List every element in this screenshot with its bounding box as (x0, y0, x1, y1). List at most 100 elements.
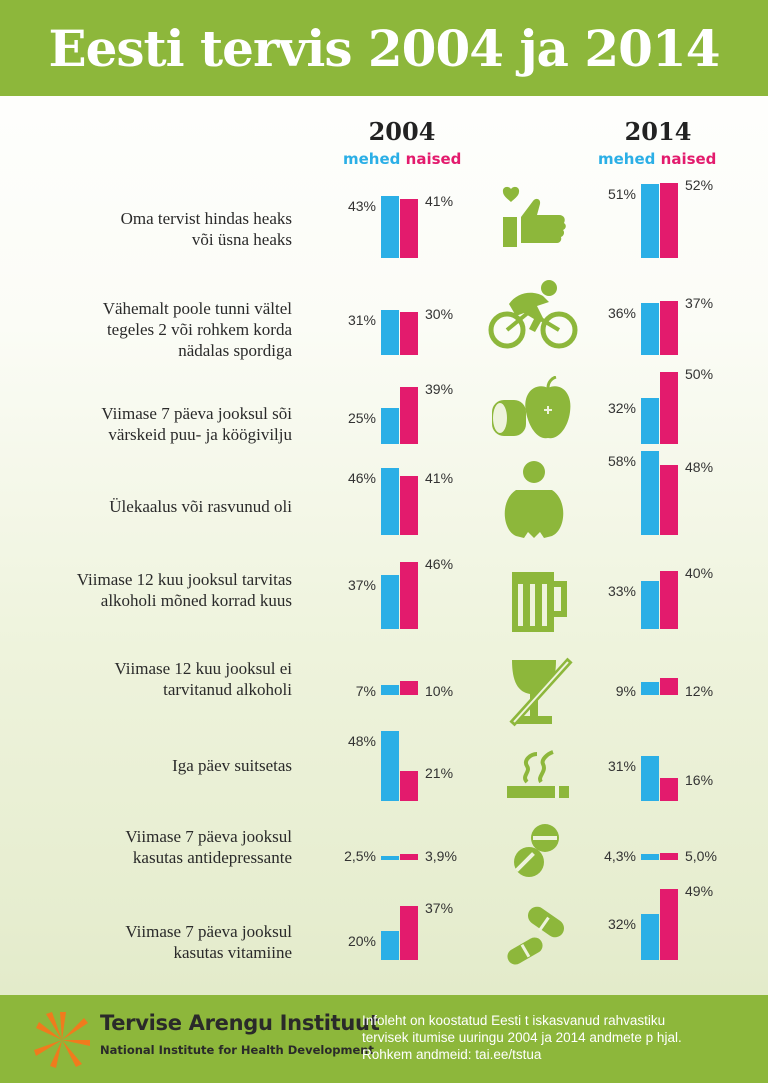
bar-naised-2004 (400, 854, 418, 860)
bar-mehed-2014 (641, 853, 659, 860)
value-label-mehed: 48% (347, 733, 376, 750)
value-label-mehed: 2,5% (344, 848, 376, 864)
bar-naised-2014 (660, 571, 678, 629)
row-label-line: tarvitanud alkoholi (163, 680, 292, 699)
cyclist-icon (488, 280, 578, 349)
bar-mehed-2014 (641, 397, 659, 444)
bar-naised-2004 (400, 198, 418, 258)
legend-mehed: mehed (343, 150, 401, 168)
row-label-line: Ülekaalus või rasvunud oli (109, 496, 292, 516)
sun-rays-logo-icon (34, 1012, 90, 1068)
org-name: Tervise Arengu Instituut (100, 1011, 380, 1035)
bar-naised-2004 (400, 387, 418, 444)
legend-2014: mehed naised (598, 150, 716, 168)
year-header-2004: 2004 (368, 117, 436, 146)
row-label: Viimase 7 päeva jooksul kasutas antidepre… (20, 826, 292, 868)
value-label-naised: 39% (425, 381, 454, 398)
row-label-line: kasutas vitamiine (173, 943, 292, 962)
value-label-mehed: 31% (347, 312, 376, 329)
value-label-mehed: 25% (347, 409, 376, 426)
bar-mehed-2014 (641, 581, 659, 629)
row-label: Vähemalt poole tunni vältel tegeles 2 või… (20, 298, 292, 361)
bar-naised-2004 (400, 680, 418, 695)
bar-mehed-2004 (381, 931, 399, 960)
bar-mehed-2004 (381, 575, 399, 629)
bar-naised-2004 (400, 906, 418, 960)
pills-icon (514, 824, 559, 877)
value-label-mehed: 43% (347, 197, 376, 214)
bar-mehed-2014 (641, 681, 659, 695)
row-label: Viimase 7 päeva jooksul kasutas vitamiine (20, 921, 292, 963)
value-label-mehed: 32% (607, 399, 636, 416)
value-label-mehed: 32% (607, 915, 636, 932)
bar-naised-2004 (400, 475, 418, 535)
legend-naised: naised (660, 150, 717, 168)
value-label-naised: 10% (425, 683, 454, 699)
value-label-mehed: 58% (607, 452, 636, 469)
bar-naised-2014 (660, 677, 678, 695)
bar-mehed-2014 (641, 450, 659, 535)
header-bar (0, 0, 768, 96)
row-label-line: Viimase 7 päeva jooksul sõi (101, 404, 292, 423)
bar-naised-2014 (660, 888, 678, 960)
value-label-mehed: 9% (615, 683, 636, 699)
bar-mehed-2004 (381, 468, 399, 535)
value-label-naised: 12% (685, 683, 714, 699)
legend-mehed: mehed (598, 150, 656, 168)
row-label-line: nädalas spordiga (178, 340, 292, 360)
value-label-mehed: 37% (347, 577, 376, 594)
row-label: Ülekaalus või rasvunud oli (20, 496, 292, 517)
row-label-line: Oma tervist hindas heaks (120, 209, 292, 228)
value-label-mehed: 7% (355, 683, 376, 699)
bar-mehed-2004 (381, 407, 399, 444)
value-label-naised: 52% (685, 176, 714, 193)
bar-mehed-2004 (381, 684, 399, 695)
bar-mehed-2014 (641, 184, 659, 258)
bar-mehed-2004 (381, 195, 399, 258)
bar-naised-2014 (660, 182, 678, 258)
bar-naised-2014 (660, 852, 678, 860)
row-label: Oma tervist hindas heaks või üsna heaks (20, 208, 292, 250)
row-label-line: kasutas antidepressante (132, 848, 292, 867)
bar-naised-2004 (400, 770, 418, 801)
value-label-naised: 48% (685, 459, 714, 476)
footnote-line: Rohkem andmeid: tai.ee/tstua (362, 1047, 542, 1062)
row-label-line: Viimase 7 päeva jooksul (125, 827, 292, 846)
bar-mehed-2004 (381, 856, 399, 860)
capsules-icon (507, 906, 565, 965)
bar-mehed-2004 (381, 310, 399, 355)
page-title: Eesti tervis 2004 ja 2014 (48, 18, 720, 78)
value-label-naised: 37% (685, 295, 714, 312)
apple-vegetable-icon (492, 376, 571, 439)
cigarette-icon (507, 750, 569, 798)
footnote-line: tervisek itumise uuringu 2004 ja 2014 an… (362, 1030, 682, 1045)
footnote: Infoleht on koostatud Eesti t iskasvanud… (362, 1012, 762, 1063)
thumbs-up-heart-icon (502, 186, 566, 247)
value-label-naised: 41% (425, 469, 454, 486)
beer-mug-icon (512, 572, 567, 632)
row-label-line: tegeles 2 või rohkem korda (106, 319, 292, 339)
no-alcohol-glass-icon (509, 657, 573, 727)
value-label-mehed: 36% (607, 304, 636, 321)
bar-naised-2014 (660, 371, 678, 444)
value-label-naised: 40% (685, 565, 714, 581)
org-name-en: National Institute for Health Developmen… (100, 1043, 374, 1057)
bar-mehed-2014 (641, 302, 659, 355)
value-label-naised: 16% (685, 771, 714, 788)
value-label-mehed: 31% (607, 758, 636, 775)
row-label-line: Viimase 12 kuu jooksul tarvitas (76, 570, 292, 589)
value-label-naised: 21% (425, 764, 454, 781)
year-header-2014: 2014 (624, 117, 692, 146)
value-label-mehed: 20% (347, 933, 376, 949)
bar-mehed-2014 (641, 756, 659, 801)
row-label: Iga päev suitsetas (20, 755, 292, 776)
bar-naised-2014 (660, 777, 678, 801)
row-label-line: Viimase 12 kuu jooksul ei (114, 659, 292, 678)
footnote-line: Infoleht on koostatud Eesti t iskasvanud… (362, 1013, 666, 1028)
value-label-mehed: 33% (607, 583, 636, 600)
row-label: Viimase 12 kuu jooksul tarvitas alkoholi … (20, 569, 292, 611)
value-label-mehed: 51% (607, 186, 636, 203)
bar-naised-2014 (660, 301, 678, 355)
bar-naised-2004 (400, 562, 418, 629)
row-label-line: Iga päev suitsetas (172, 755, 292, 775)
